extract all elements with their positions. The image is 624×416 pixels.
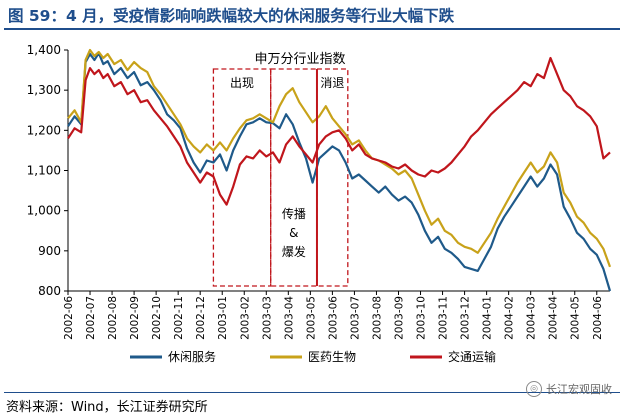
x-tick-label: 2003-12 [460, 296, 472, 340]
x-tick-label: 2002-06 [63, 296, 75, 340]
x-tick-label: 2003-03 [261, 296, 273, 340]
x-tick-label: 2003-01 [217, 296, 229, 340]
figure-title: 图 59：4 月，受疫情影响响跌幅较大的休闲服务等行业大幅下跌 [8, 7, 455, 25]
y-tick-label: 900 [38, 244, 61, 258]
x-tick-label: 2003-08 [371, 296, 383, 340]
x-tick-label: 2003-10 [416, 296, 428, 340]
x-tick-label: 2004-04 [548, 296, 560, 340]
legend-label: 医药生物 [308, 350, 356, 364]
x-tick-label: 2003-05 [305, 296, 317, 340]
y-tick-label: 1,400 [27, 43, 61, 57]
y-tick-label: 1,300 [27, 83, 61, 97]
x-tick-label: 2003-11 [438, 296, 450, 340]
series-line [67, 48, 612, 268]
wechat-icon: ◎ [526, 381, 542, 397]
y-tick-label: 1,100 [27, 164, 61, 178]
annotation-box [212, 68, 272, 287]
annotation-label: 消退 [320, 76, 344, 90]
x-tick-label: 2004-01 [482, 296, 494, 340]
title-rule [4, 28, 620, 30]
series-line [67, 56, 611, 206]
x-tick-label: 2004-05 [570, 296, 582, 340]
x-tick-label: 2004-06 [592, 296, 604, 340]
x-tick-label: 2002-10 [151, 296, 163, 340]
x-tick-label: 2004-03 [526, 296, 538, 340]
annotation-label: 出现 [230, 76, 254, 90]
x-tick-label: 2003-09 [393, 296, 405, 340]
legend-label: 交通运输 [448, 349, 496, 364]
annotation-box [316, 68, 349, 287]
annotation-label: 爆发 [282, 244, 306, 259]
brand-logo: ◎ 长江宏观固收 [526, 381, 612, 397]
x-tick-label: 2003-07 [349, 296, 361, 340]
brand-logo-text: 长江宏观固收 [546, 383, 612, 396]
x-tick-label: 2003-04 [283, 296, 295, 340]
x-tick-label: 2004-02 [504, 296, 516, 340]
legend-label: 休闲服务 [168, 349, 216, 364]
chart-title: 申万分行业指数 [254, 52, 345, 67]
x-tick-label: 2002-11 [173, 296, 185, 340]
x-tick-label: 2002-08 [107, 296, 119, 340]
x-tick-label: 2002-12 [195, 296, 207, 340]
x-tick-label: 2003-06 [327, 296, 339, 340]
y-tick-label: 1,200 [27, 123, 61, 137]
x-tick-label: 2002-07 [85, 296, 97, 340]
annotation-label: & [289, 226, 298, 240]
y-tick-label: 800 [38, 284, 61, 298]
x-tick-label: 2002-09 [129, 296, 141, 340]
source-note: 资料来源：Wind，长江证券研究所 [6, 400, 208, 415]
y-tick-label: 1,000 [27, 204, 61, 218]
annotation-label: 传播 [282, 206, 306, 221]
x-tick-label: 2003-02 [239, 296, 251, 340]
series-line [67, 52, 612, 292]
footer-rule [4, 392, 620, 393]
